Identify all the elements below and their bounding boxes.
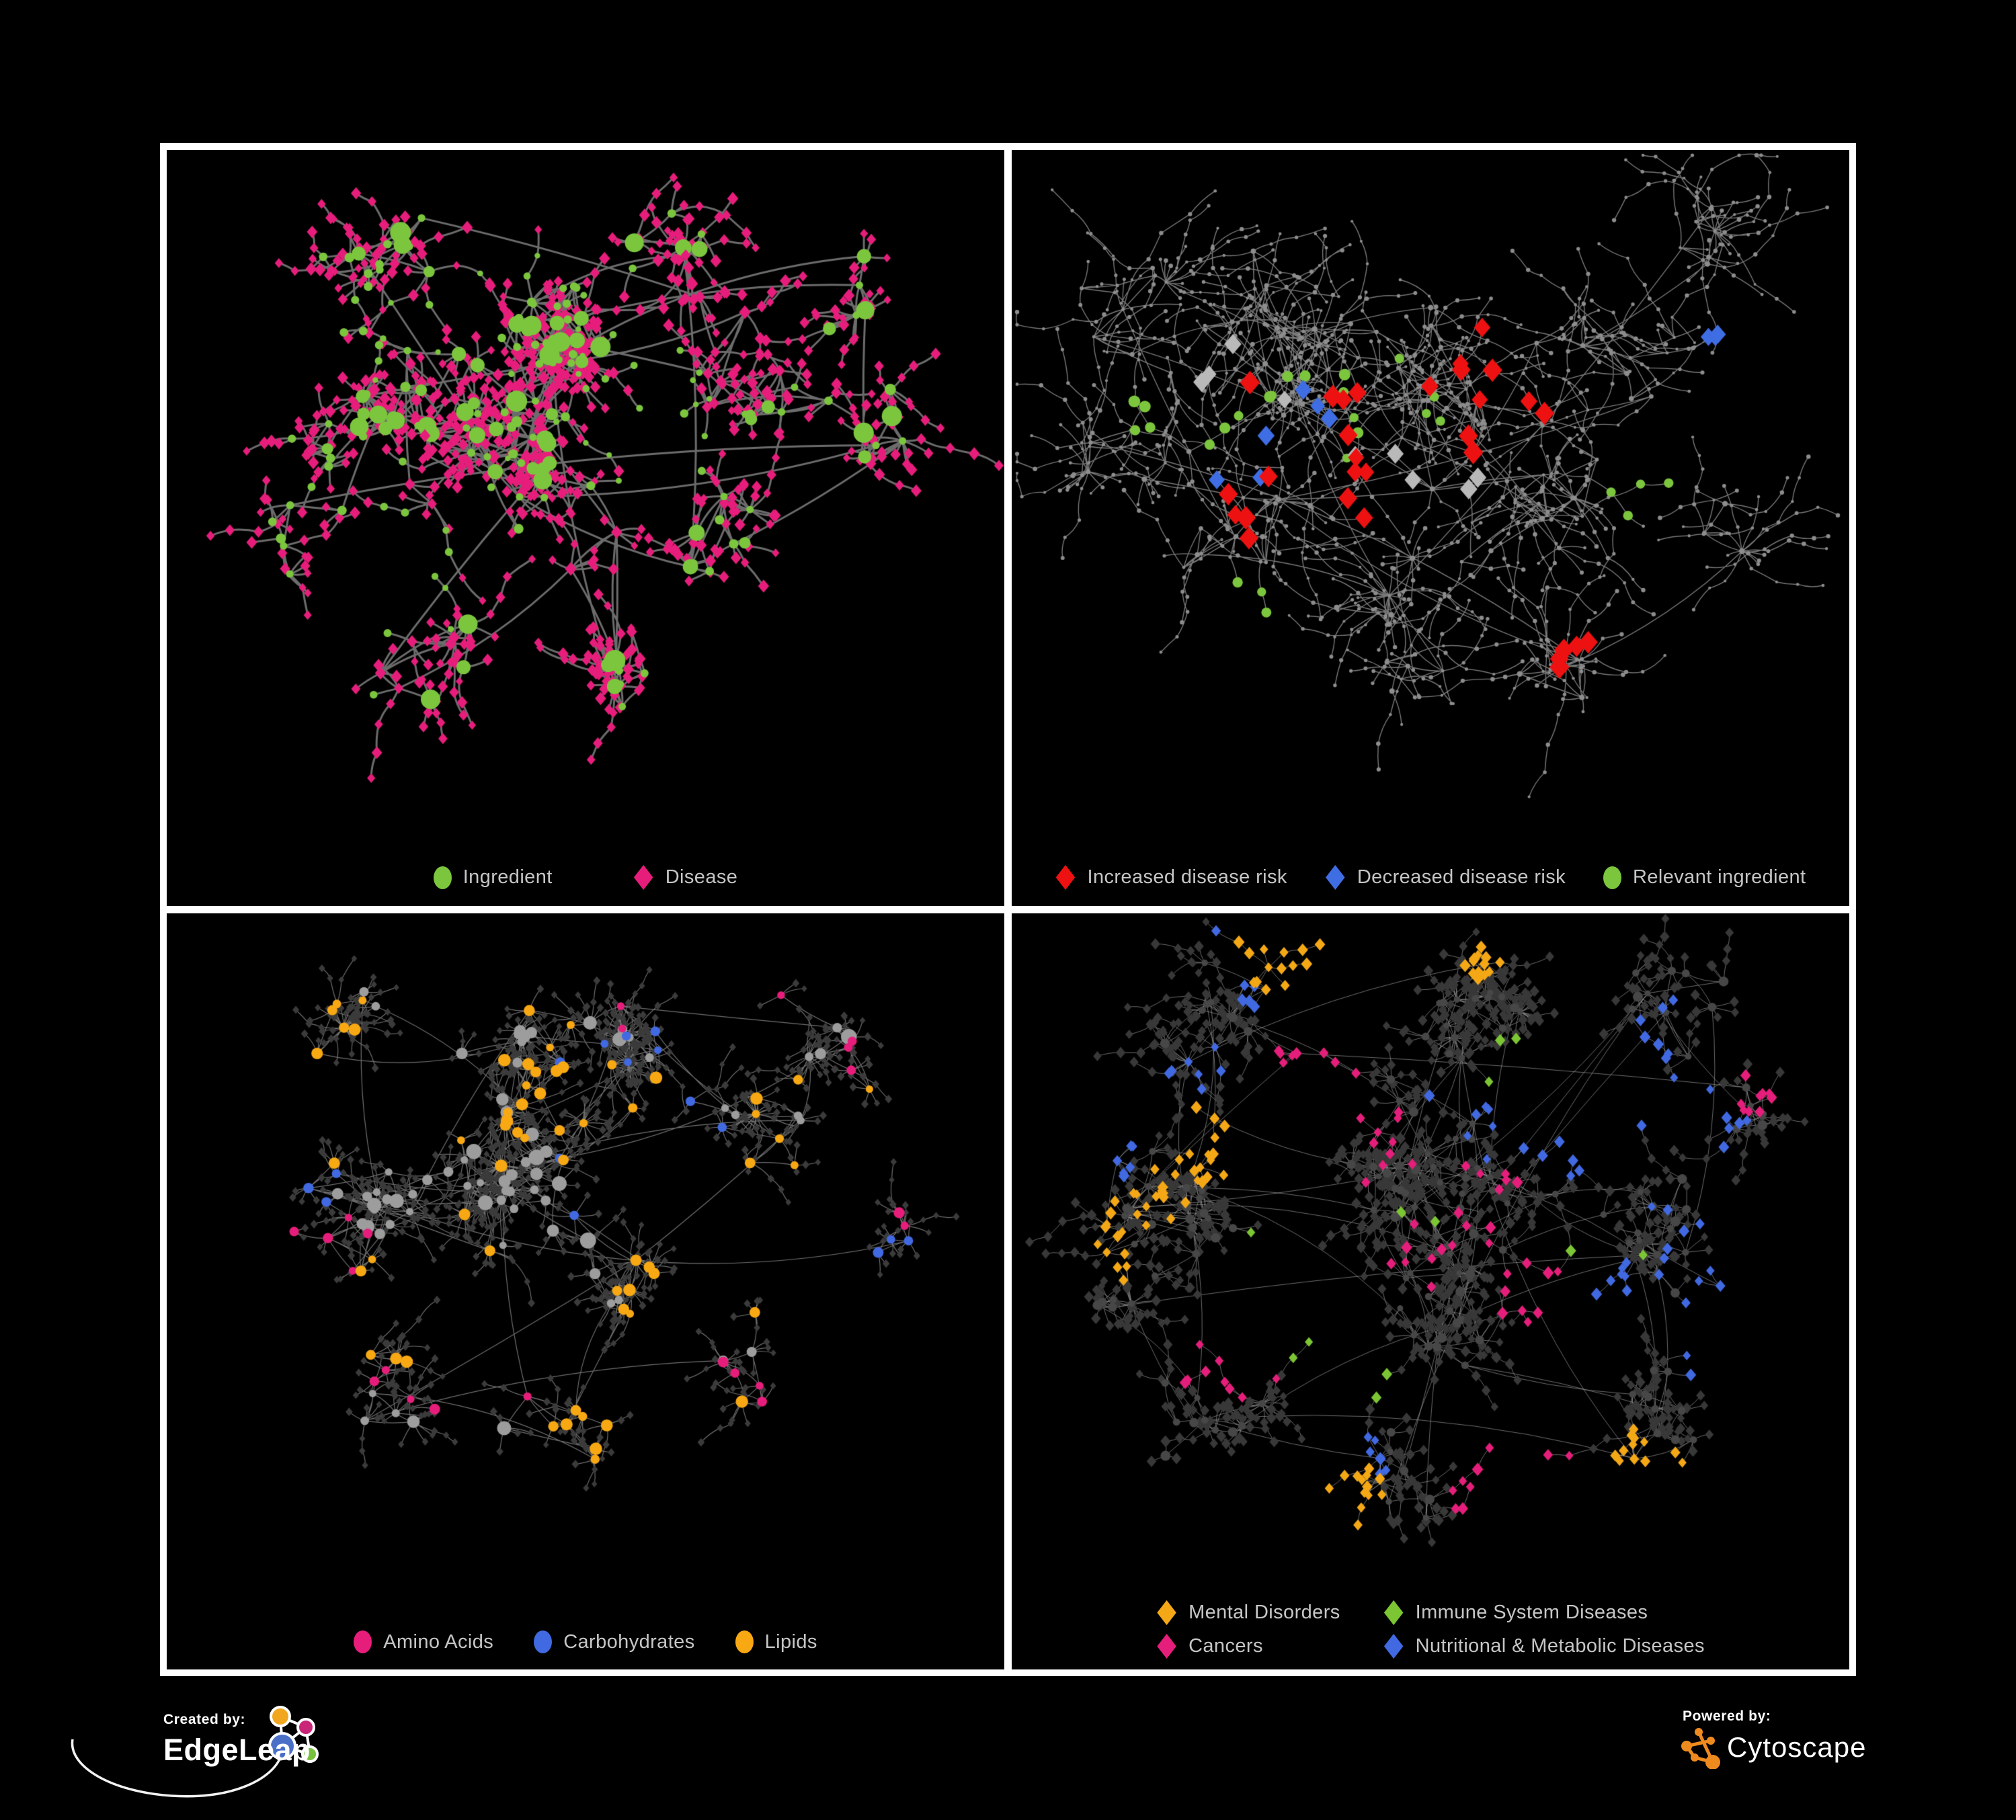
circle-marker-icon: [534, 1630, 553, 1653]
legend-item-increased-disease-risk: Increased disease risk: [1055, 865, 1287, 890]
legend-nutrients: Amino Acids Carbohydrates Lipids: [167, 1630, 1004, 1653]
legend-label: Mental Disorders: [1188, 1602, 1340, 1623]
legend-label: Cancers: [1188, 1635, 1263, 1657]
legend-item-cancers: Cancers: [1156, 1634, 1340, 1659]
legend-label: Disease: [665, 866, 738, 888]
legend-label: Immune System Diseases: [1415, 1602, 1648, 1623]
legend-item-nutritional-metabolic-diseases: Nutritional & Metabolic Diseases: [1383, 1634, 1705, 1659]
network-canvas-nutrients: [167, 913, 1004, 1669]
powered-by-block: Powered by: Cytoscape: [1681, 1708, 1867, 1769]
edgeleap-swoosh-icon: [71, 1739, 282, 1798]
edgeleap-brand: EdgeLeap: [163, 1733, 311, 1767]
legend-item-amino-acids: Amino Acids: [354, 1630, 493, 1653]
circle-marker-icon: [735, 1630, 754, 1653]
edgeleap-logo: [71, 1706, 319, 1798]
created-by-block: Created by: EdgeLeap: [163, 1712, 311, 1768]
legend-disease-risk: Increased disease risk Decreased disease …: [1012, 865, 1849, 890]
panel-grid: Ingredient Disease Increased disease risk…: [160, 143, 1856, 1676]
legend-ingredient-disease: Ingredient Disease: [167, 865, 1004, 890]
legend-label: Nutritional & Metabolic Diseases: [1415, 1635, 1705, 1657]
legend-label: Ingredient: [462, 866, 553, 888]
network-canvas-ingredient-disease: [167, 150, 1004, 906]
cytoscape-logo-icon: [1681, 1728, 1720, 1769]
panel-nutrients-network: Amino Acids Carbohydrates Lipids: [167, 913, 1004, 1669]
legend-label: Relevant ingredient: [1633, 866, 1806, 888]
legend-label: Increased disease risk: [1087, 866, 1287, 888]
edgeleap-node-orange-icon: [270, 1706, 291, 1727]
network-canvas-disease-risk: [1012, 150, 1849, 906]
powered-by-label: Powered by:: [1683, 1708, 1771, 1724]
panel-ingredient-disease-network: Ingredient Disease: [167, 150, 1004, 906]
legend-label: Amino Acids: [383, 1630, 494, 1653]
legend-item-decreased-disease-risk: Decreased disease risk: [1325, 865, 1566, 890]
legend-item-relevant-ingredient: Relevant ingredient: [1603, 866, 1806, 889]
cytoscape-brand-row: Cytoscape: [1681, 1726, 1867, 1769]
created-by-label: Created by:: [163, 1712, 246, 1727]
edgeleap-node-blue-icon: [268, 1732, 296, 1760]
legend-label: Carbohydrates: [563, 1630, 695, 1653]
edgeleap-node-green-icon: [301, 1745, 319, 1763]
circle-marker-icon: [1603, 866, 1622, 889]
legend-label: Lipids: [764, 1630, 817, 1653]
diamond-marker-icon: [1157, 1600, 1176, 1625]
edgeleap-logo-nodes: [268, 1706, 319, 1763]
cytoscape-brand: Cytoscape: [1727, 1731, 1867, 1763]
legend-item-disease: Disease: [633, 865, 738, 890]
diamond-marker-icon: [1383, 1600, 1404, 1625]
legend-item-mental-disorders: Mental Disorders: [1156, 1600, 1340, 1625]
circle-marker-icon: [354, 1630, 372, 1653]
diamond-marker-icon: [1326, 865, 1345, 890]
diamond-marker-icon: [633, 865, 653, 890]
edgeleap-node-magenta-icon: [296, 1718, 315, 1737]
circle-marker-icon: [433, 866, 452, 889]
panel-disease-risk-network: Increased disease risk Decreased disease …: [1012, 150, 1849, 906]
diamond-marker-icon: [1055, 865, 1076, 890]
legend-item-carbohydrates: Carbohydrates: [534, 1630, 694, 1653]
legend-item-lipids: Lipids: [735, 1630, 817, 1653]
network-canvas-disease-categories: [1012, 913, 1849, 1669]
legend-item-ingredient: Ingredient: [433, 866, 553, 889]
legend-label: Decreased disease risk: [1357, 866, 1566, 888]
legend-disease-categories: Mental Disorders Immune System Diseases Ca…: [1012, 1600, 1849, 1659]
diamond-marker-icon: [1383, 1634, 1404, 1659]
panel-disease-categories-network: Mental Disorders Immune System Diseases Ca…: [1012, 913, 1849, 1669]
legend-item-immune-system-diseases: Immune System Diseases: [1383, 1600, 1705, 1625]
diamond-marker-icon: [1157, 1634, 1176, 1659]
